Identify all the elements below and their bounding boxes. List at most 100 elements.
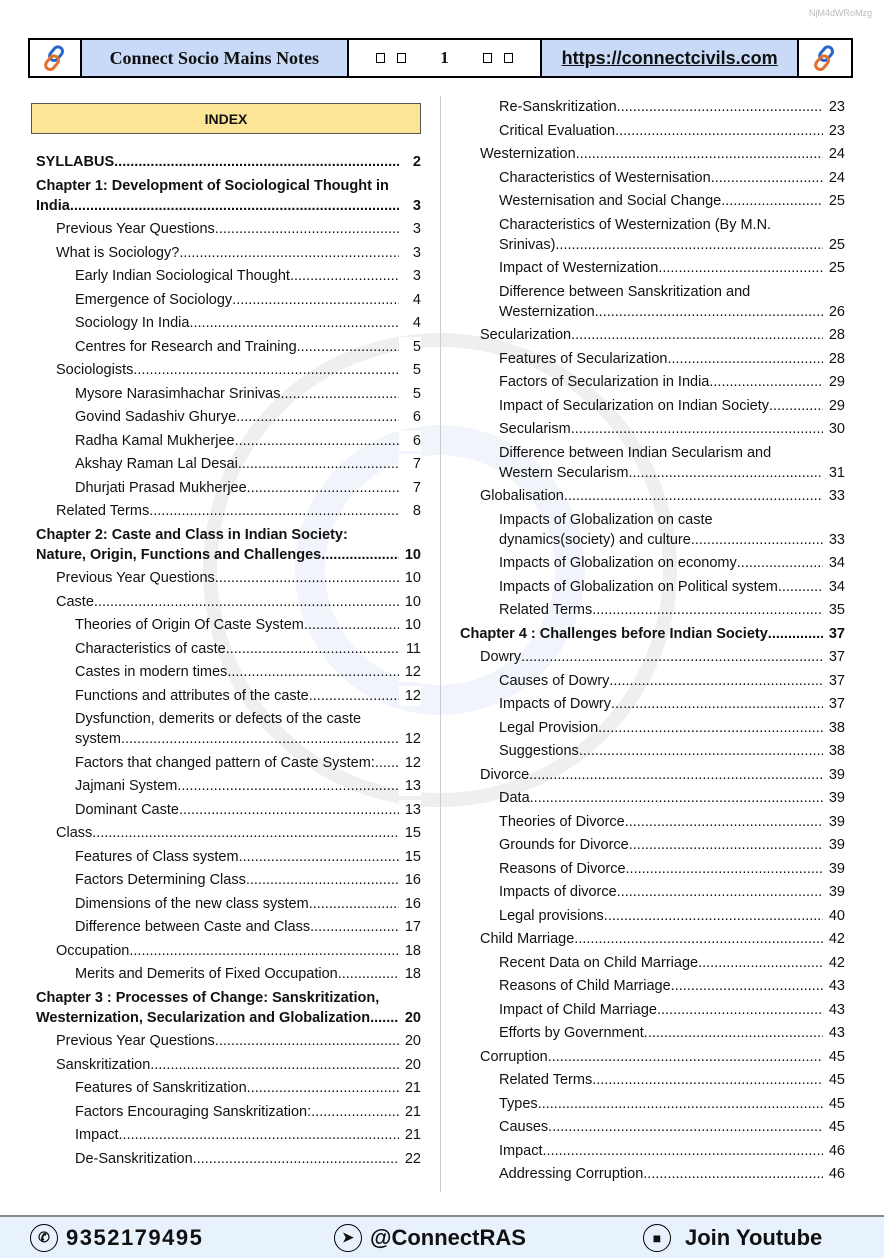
toc-entry[interactable]: Class 15: [36, 823, 421, 843]
toc-entry[interactable]: Related Terms 45: [460, 1070, 845, 1090]
toc-entry[interactable]: Impacts of Globalization on caste dynami…: [460, 510, 845, 550]
toc-entry[interactable]: Previous Year Questions 20: [36, 1031, 421, 1051]
toc-entry[interactable]: Reasons of Divorce 39: [460, 858, 845, 879]
toc-entry[interactable]: Impact of Westernization 25: [460, 258, 845, 278]
toc-entry[interactable]: Caste 10: [36, 591, 421, 612]
toc-entry-page: 4: [399, 289, 421, 310]
toc-entry[interactable]: Dhurjati Prasad Mukherjee 7: [36, 477, 421, 498]
toc-entry[interactable]: What is Sociology? 3: [36, 242, 421, 263]
toc-entry[interactable]: Grounds for Divorce 39: [460, 835, 845, 855]
toc-entry[interactable]: Govind Sadashiv Ghurye 6: [36, 407, 421, 427]
phone-icon: ✆: [30, 1223, 58, 1252]
toc-entry[interactable]: Dominant Caste 13: [36, 799, 421, 820]
toc-entry[interactable]: Centres for Research and Training 5: [36, 336, 421, 357]
toc-entry[interactable]: Characteristics of caste 11: [36, 638, 421, 659]
toc-entry[interactable]: Factors that changed pattern of Caste Sy…: [36, 752, 421, 773]
toc-entry[interactable]: Westernisation and Social Change 25: [460, 191, 845, 211]
toc-entry[interactable]: Impact of Child Marriage 43: [460, 999, 845, 1020]
youtube-label: Join Youtube: [685, 1224, 823, 1250]
footer-phone[interactable]: ✆ 9352179495: [30, 1223, 203, 1252]
toc-entry[interactable]: Westernization 24: [460, 144, 845, 164]
toc-entry-title: Impact of Secularization on Indian Socie…: [499, 398, 769, 414]
toc-entry[interactable]: Chapter 1: Development of Sociological T…: [36, 176, 421, 216]
toc-entry-page: 17: [399, 917, 421, 937]
toc-entry[interactable]: Factors Encouraging Sanskritization: 21: [36, 1101, 421, 1122]
toc-entry-title: Difference between Sanskritization and W…: [499, 284, 750, 320]
toc-entry-page: 43: [823, 999, 845, 1020]
toc-entry[interactable]: Impact 46: [460, 1140, 845, 1161]
toc-entry-page: 20: [399, 1007, 421, 1028]
toc-entry[interactable]: Addressing Corruption 46: [460, 1164, 845, 1184]
toc-entry[interactable]: Mysore Narasimhachar Srinivas 5: [36, 383, 421, 404]
toc-entry[interactable]: Merits and Demerits of Fixed Occupation 1…: [36, 964, 421, 984]
toc-entry[interactable]: Impacts of Dowry 37: [460, 694, 845, 714]
toc-entry-page: 7: [399, 454, 421, 474]
toc-entry-page: 37: [823, 670, 845, 691]
toc-entry[interactable]: Divorce 39: [460, 764, 845, 785]
toc-entry[interactable]: Chapter 2: Caste and Class in Indian Soc…: [36, 525, 421, 565]
toc-entry[interactable]: Difference between Sanskritization and W…: [460, 282, 845, 322]
footer-youtube[interactable]: ■ Join Youtube: [643, 1223, 823, 1252]
toc-entry[interactable]: Causes of Dowry 37: [460, 670, 845, 691]
toc-entry[interactable]: Suggestions 38: [460, 741, 845, 761]
toc-entry[interactable]: Child Marriage 42: [460, 929, 845, 949]
toc-entry[interactable]: Recent Data on Child Marriage 42: [460, 952, 845, 973]
toc-entry[interactable]: Legal provisions 40: [460, 905, 845, 926]
toc-entry[interactable]: Sociologists 5: [36, 360, 421, 380]
toc-entry[interactable]: Dysfunction, demerits or defects of the …: [36, 709, 421, 749]
toc-entry[interactable]: Factors Determining Class 16: [36, 870, 421, 890]
toc-entry[interactable]: Features of Sanskritization 21: [36, 1078, 421, 1098]
website-link[interactable]: https://connectcivils.com: [542, 40, 800, 76]
toc-entry[interactable]: Efforts by Government 43: [460, 1023, 845, 1043]
toc-entry[interactable]: Causes 45: [460, 1117, 845, 1137]
toc-entry[interactable]: Emergence of Sociology 4: [36, 289, 421, 310]
toc-entry[interactable]: Radha Kamal Mukherjee 6: [36, 430, 421, 451]
toc-entry[interactable]: Castes in modern times 12: [36, 662, 421, 682]
toc-entry[interactable]: Impacts of Globalization on economy 34: [460, 553, 845, 573]
toc-entry-page: 39: [823, 858, 845, 879]
toc-entry[interactable]: Characteristics of Westernisation 24: [460, 167, 845, 188]
toc-entry[interactable]: Akshay Raman Lal Desai 7: [36, 454, 421, 474]
toc-entry[interactable]: Dowry 37: [460, 647, 845, 667]
toc-entry[interactable]: Secularization 28: [460, 325, 845, 345]
toc-entry[interactable]: Theories of Origin Of Caste System 10: [36, 615, 421, 635]
toc-entry[interactable]: Secularism 30: [460, 419, 845, 439]
toc-entry[interactable]: Corruption 45: [460, 1046, 845, 1067]
toc-entry[interactable]: Difference between Indian Secularism and…: [460, 443, 845, 483]
toc-entry[interactable]: Sociology In India 4: [36, 313, 421, 333]
toc-entry[interactable]: Impact 21: [36, 1125, 421, 1145]
toc-entry[interactable]: Features of Secularization 28: [460, 348, 845, 369]
toc-entry[interactable]: SYLLABUS 2: [36, 152, 421, 172]
toc-entry[interactable]: Impact of Secularization on Indian Socie…: [460, 395, 845, 416]
toc-entry[interactable]: Chapter 3 : Processes of Change: Sanskri…: [36, 988, 421, 1028]
toc-entry[interactable]: Reasons of Child Marriage 43: [460, 976, 845, 996]
toc-entry[interactable]: Functions and attributes of the caste 12: [36, 685, 421, 706]
toc-entry[interactable]: Data 39: [460, 788, 845, 808]
toc-entry[interactable]: Dimensions of the new class system 16: [36, 893, 421, 914]
toc-entry[interactable]: Chapter 4 : Challenges before Indian Soc…: [460, 623, 845, 644]
toc-entry-title: Divorce: [480, 767, 529, 783]
toc-entry[interactable]: Impacts of divorce 39: [460, 882, 845, 902]
toc-entry[interactable]: Related Terms 8: [36, 501, 421, 521]
toc-entry[interactable]: Legal Provision 38: [460, 717, 845, 738]
toc-entry[interactable]: Impacts of Globalization on Political sy…: [460, 576, 845, 597]
toc-entry[interactable]: Critical Evaluation 23: [460, 120, 845, 141]
box-icon: [482, 53, 492, 63]
toc-entry[interactable]: Sanskritization 20: [36, 1054, 421, 1075]
toc-entry[interactable]: Related Terms 35: [460, 600, 845, 620]
toc-entry[interactable]: De-Sanskritization 22: [36, 1148, 421, 1169]
toc-entry[interactable]: Previous Year Questions 10: [36, 568, 421, 588]
toc-entry[interactable]: Early Indian Sociological Thought 3: [36, 266, 421, 286]
toc-entry[interactable]: Re-Sanskritization 23: [460, 97, 845, 117]
toc-entry[interactable]: Types 45: [460, 1093, 845, 1114]
footer-telegram[interactable]: ➤ @ConnectRAS: [334, 1223, 526, 1252]
toc-entry[interactable]: Previous Year Questions 3: [36, 219, 421, 239]
toc-entry[interactable]: Globalisation 33: [460, 486, 845, 506]
toc-entry[interactable]: Theories of Divorce 39: [460, 811, 845, 832]
toc-entry[interactable]: Characteristics of Westernization (By M.…: [460, 215, 845, 255]
toc-entry[interactable]: Occupation 18: [36, 940, 421, 961]
toc-entry[interactable]: Features of Class system 15: [36, 846, 421, 867]
toc-entry[interactable]: Difference between Caste and Class 17: [36, 917, 421, 937]
toc-entry[interactable]: Factors of Secularization in India 29: [460, 372, 845, 392]
toc-entry[interactable]: Jajmani System 13: [36, 776, 421, 796]
